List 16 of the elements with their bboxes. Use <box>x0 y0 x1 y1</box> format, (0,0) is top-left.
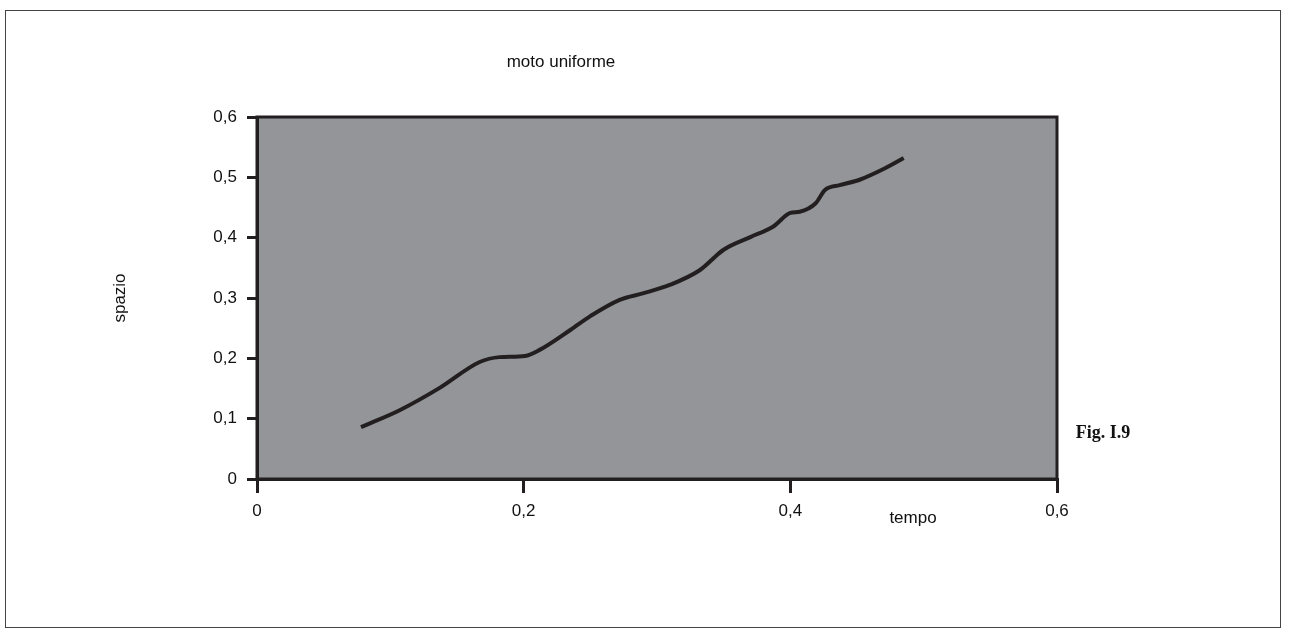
x-tick-label: 0 <box>252 500 262 520</box>
y-tick-label: 0,5 <box>213 167 237 187</box>
y-tick-label: 0,1 <box>213 408 237 428</box>
x-tick-label: 0,6 <box>1045 500 1069 520</box>
y-tick-label: 0,3 <box>213 287 237 307</box>
y-tick-label: 0,4 <box>213 227 237 247</box>
y-tick-label: 0 <box>227 468 237 488</box>
x-axis-title: tempo <box>889 507 937 527</box>
y-tick-label: 0,6 <box>213 106 237 126</box>
chart-title: moto uniforme <box>506 51 616 71</box>
text: Fig. I.9 <box>1075 421 1131 442</box>
line-series <box>359 156 906 430</box>
y-tick-label: 0,2 <box>213 348 237 368</box>
x-tick-label: 0,2 <box>511 500 536 520</box>
y-axis-title: spazio <box>109 273 129 323</box>
x-tick-label: 0,4 <box>778 500 803 520</box>
